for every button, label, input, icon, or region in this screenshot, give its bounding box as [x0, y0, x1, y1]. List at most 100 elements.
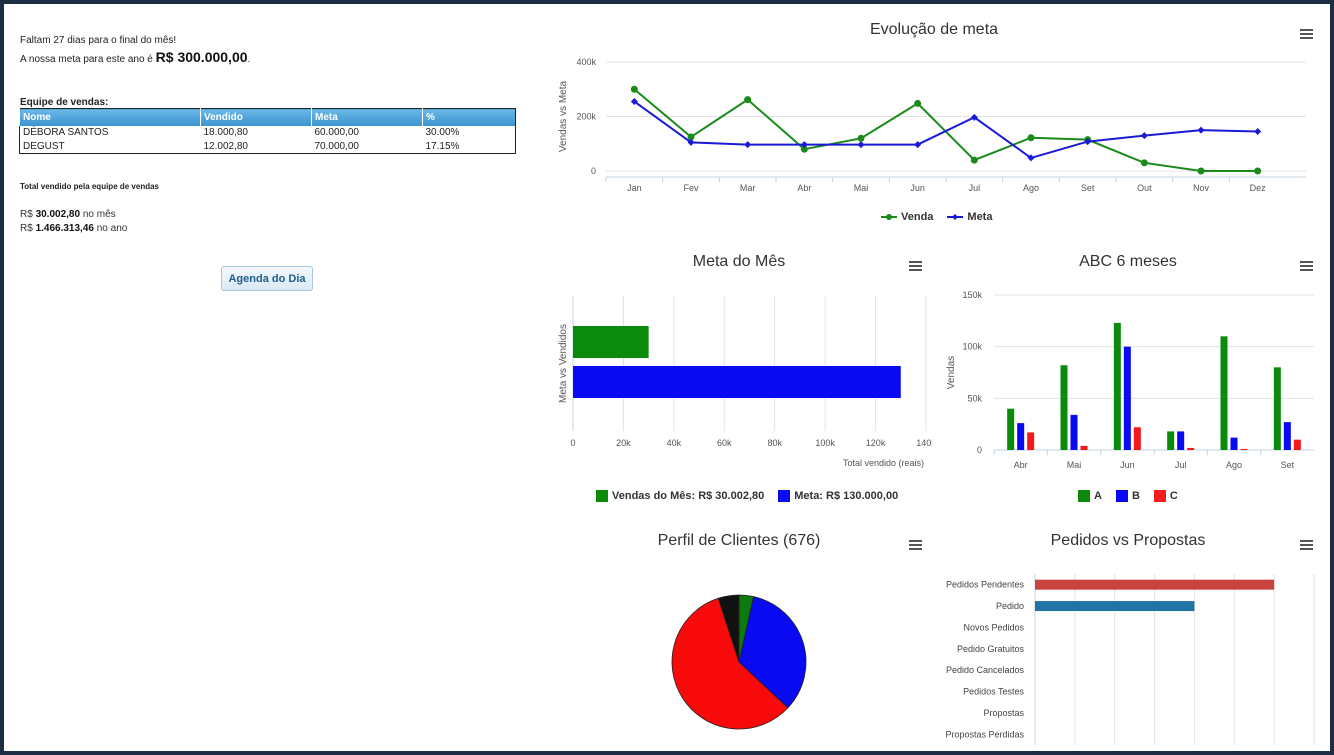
legend-item-b[interactable]: B [1115, 490, 1140, 502]
year-total-value: 1.466.313,46 [35, 223, 94, 234]
y-tick-label: 0 [591, 166, 596, 176]
chart-title-abc: ABC 6 meses [1079, 253, 1177, 270]
data-point-meta [1197, 126, 1205, 134]
chart-menu-icon[interactable] [909, 261, 922, 272]
cell-sold: 18.000,80 [203, 127, 249, 138]
legend-label-b: B [1131, 490, 1140, 502]
x-tick-label: 0 [570, 438, 575, 448]
category-label: Pedidos Testes [963, 687, 1024, 697]
bar-month-goal [573, 366, 901, 398]
x-tick-label: Dez [1250, 183, 1267, 193]
annual-goal-value: R$ 300.000,00 [155, 49, 248, 65]
x-tick-label: Ago [1226, 460, 1242, 470]
goal-evolution-legend: Venda Meta [881, 211, 992, 223]
x-tick-label: Jul [969, 183, 981, 193]
x-tick-label: 20k [616, 438, 631, 448]
legend-item-month-goal[interactable]: Meta: R$ 130.000,00 [778, 490, 898, 502]
pie-slice [717, 594, 740, 663]
year-total-prefix: R$ [20, 223, 36, 234]
goal-evolution-chart: 0 200k 400k Vendas vs Meta Jan Fev Mar Abr Mai Ju… [558, 57, 1306, 193]
month-total-value: 30.002,80 [35, 209, 81, 220]
x-tick-label: Mai [1067, 460, 1082, 470]
bar-series-b [1070, 414, 1078, 450]
chart-menu-icon[interactable] [909, 540, 922, 551]
chart-title-month-goal: Meta do Mês [692, 253, 786, 270]
y-tick-label: 400k [576, 57, 596, 67]
data-point-meta [800, 141, 808, 149]
legend-swatch-a [1078, 490, 1090, 502]
x-tick-label: 60k [717, 438, 732, 448]
chart-title-client-profile: Perfil de Clientes (676) [657, 532, 821, 549]
data-point-venda [1197, 167, 1205, 175]
legend-item-c[interactable]: C [1153, 490, 1178, 502]
legend-swatch-month-goal [778, 490, 791, 502]
bar-month-sales [573, 326, 649, 358]
annual-goal-text: A nossa meta para este ano é R$ 300.000,… [20, 49, 250, 65]
x-tick-label: 40k [667, 438, 682, 448]
abc-legend: A B C [1078, 490, 1178, 502]
legend-label-month-sales: Vendas do Mês: R$ 30.002,80 [612, 490, 765, 502]
bar-series-b [1123, 346, 1131, 450]
column-header-name: Nome [19, 108, 201, 126]
x-tick-label: Set [1081, 183, 1095, 193]
legend-label-a: A [1094, 490, 1102, 502]
x-tick-label: 80k [767, 438, 782, 448]
chart-title-goal-evolution: Evolução de meta [869, 21, 999, 38]
sales-team-table: Nome Vendido Meta % DÉBORA SANTOS 18.000… [19, 108, 516, 154]
series-line-meta [633, 100, 1258, 160]
data-point-meta [744, 141, 752, 149]
column-header-sold: Vendido [200, 108, 312, 126]
chart-menu-icon[interactable] [1300, 261, 1313, 272]
data-point-meta [914, 141, 922, 149]
month-goal-legend: Vendas do Mês: R$ 30.002,80 Meta: R$ 130… [596, 490, 898, 502]
data-point-meta [1140, 132, 1148, 140]
legend-item-month-sales[interactable]: Vendas do Mês: R$ 30.002,80 [596, 490, 764, 502]
bar-orders [1035, 601, 1195, 612]
x-tick-label: 100k [815, 438, 835, 448]
agenda-button[interactable]: Agenda do Dia [221, 266, 313, 291]
bar-series-a [1060, 365, 1068, 450]
y-axis-label: Vendas [946, 356, 957, 389]
chart-menu-icon[interactable] [1300, 29, 1313, 40]
data-point-meta [1084, 138, 1092, 146]
x-tick-label: Fev [683, 183, 699, 193]
bar-series-a [1220, 336, 1228, 450]
month-total-suffix: no mês [80, 209, 116, 220]
data-point-venda [744, 96, 752, 104]
legend-swatch-month-sales [596, 490, 608, 502]
category-label: Propostas Perdidas [945, 729, 1024, 739]
annual-goal-prefix: A nossa meta para este ano é [20, 54, 156, 65]
bar-series-b [1283, 422, 1291, 450]
x-tick-label: Ago [1023, 183, 1039, 193]
bar-series-a [1167, 431, 1175, 450]
legend-item-venda[interactable]: Venda [881, 211, 933, 223]
legend-item-a[interactable]: A [1078, 490, 1102, 502]
cell-name: DÉBORA SANTOS [23, 127, 109, 138]
x-tick-label: Nov [1193, 183, 1210, 193]
legend-swatch-c [1153, 490, 1166, 502]
x-tick-label: 140k [916, 438, 932, 448]
legend-swatch-b [1115, 490, 1128, 502]
x-axis-label: Total vendido (reais) [843, 458, 924, 468]
year-total: R$ 1.466.313,46 no ano [20, 223, 127, 234]
cell-goal: 60.000,00 [314, 127, 360, 138]
data-point-venda [1140, 159, 1148, 167]
legend-label-meta: Meta [967, 211, 993, 223]
data-point-venda [800, 145, 808, 153]
data-point-meta [687, 138, 695, 146]
pie-slice [738, 596, 807, 709]
table-header-row: Nome Vendido Meta % [19, 108, 516, 126]
bar-series-b [1177, 431, 1185, 450]
legend-item-meta[interactable]: Meta [947, 211, 992, 223]
data-point-meta [857, 141, 865, 149]
legend-marker-meta [947, 214, 964, 220]
data-point-venda [857, 134, 865, 142]
y-axis-label: Meta vs Vendidos [558, 324, 569, 403]
category-label: Pedido Gratuitos [957, 644, 1025, 654]
month-total-prefix: R$ [20, 209, 36, 220]
bar-series-c [1240, 448, 1248, 450]
data-point-venda [914, 99, 922, 107]
data-point-meta [1254, 127, 1262, 135]
chart-menu-icon[interactable] [1300, 540, 1313, 551]
